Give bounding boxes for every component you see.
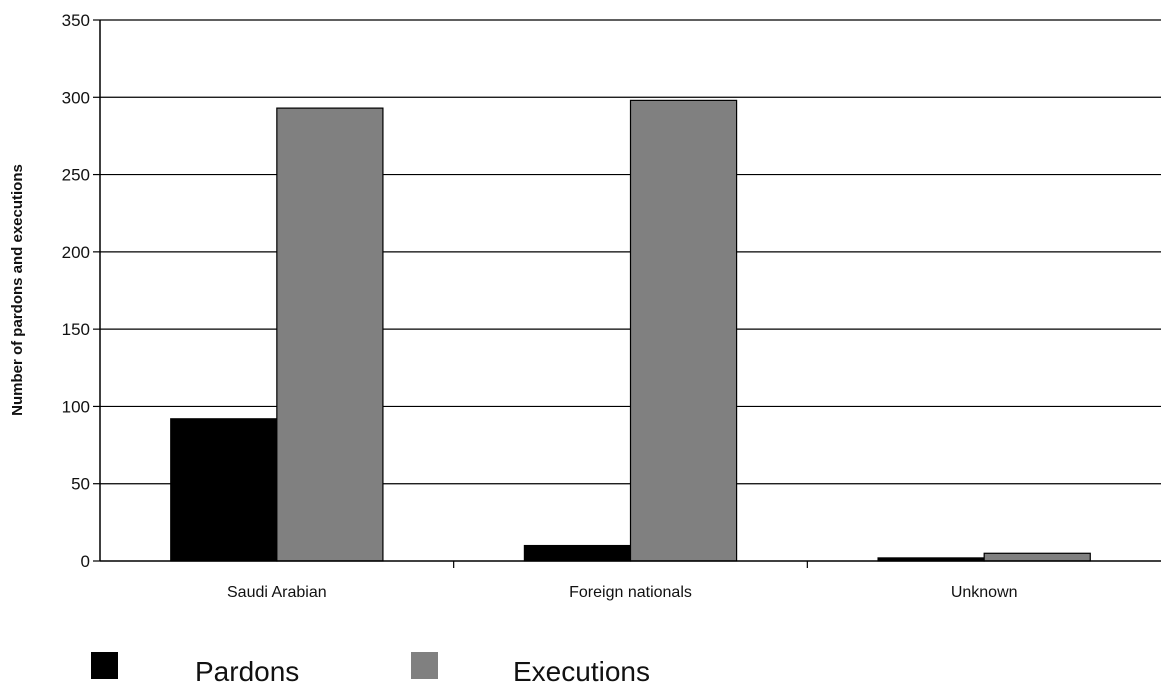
bar-pardons-foreign-nationals	[523, 544, 632, 562]
legend-swatch-pardons	[91, 652, 118, 679]
x-category-label: Unknown	[951, 584, 1018, 601]
legend-swatch-executions	[411, 652, 438, 679]
y-tick-label: 350	[62, 11, 90, 30]
bar-executions-unknown	[983, 552, 1091, 562]
legend-label-executions: Executions	[513, 656, 650, 686]
y-tick-label: 300	[62, 88, 90, 107]
y-tick-label: 150	[62, 320, 90, 339]
bar-executions-saudi-arabian	[276, 107, 384, 562]
y-tick-label: 100	[62, 397, 90, 416]
x-category-label: Saudi Arabian	[227, 584, 327, 601]
x-category-label: Foreign nationals	[569, 584, 692, 601]
legend: Pardons Executions	[91, 652, 650, 686]
bars	[170, 99, 1091, 562]
bar-pardons-saudi-arabian	[170, 418, 278, 562]
y-tick-label: 50	[71, 475, 90, 494]
y-axis-title: Number of pardons and executions	[9, 164, 26, 416]
x-category-labels: Saudi Arabian Foreign nationals Unknown	[227, 561, 1018, 601]
bar-executions-foreign-nationals	[629, 99, 738, 562]
legend-label-pardons: Pardons	[195, 656, 299, 686]
axes	[99, 20, 1161, 562]
y-tick-label: 0	[81, 552, 90, 571]
y-tick-label: 200	[62, 243, 90, 262]
y-tick-labels: 0 50 100 150 200 250 300 350	[62, 11, 100, 571]
y-tick-label: 250	[62, 166, 90, 185]
